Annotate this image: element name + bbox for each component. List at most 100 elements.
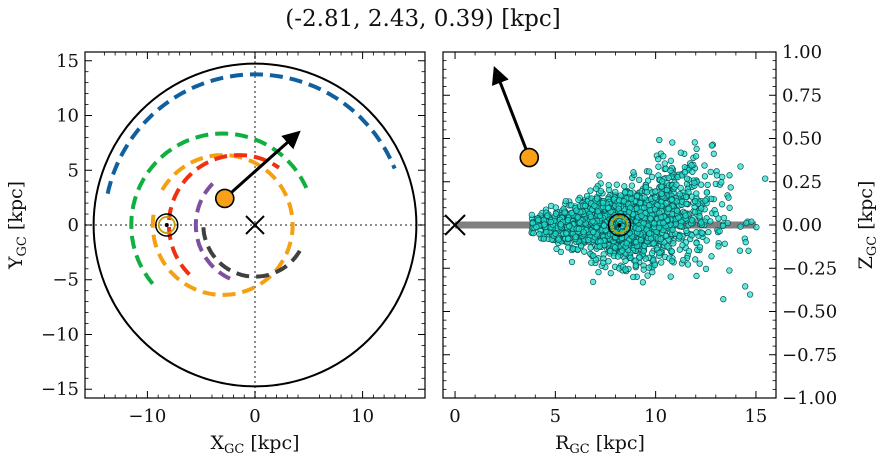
scatter-point: [677, 149, 684, 156]
scatter-point: [658, 183, 665, 190]
scatter-point: [681, 169, 689, 176]
scatter-point: [701, 173, 709, 180]
scatter-point: [581, 248, 588, 255]
scatter-point: [591, 202, 598, 209]
rz-ytick-label: 0.00: [782, 215, 822, 236]
scatter-point: [680, 256, 687, 264]
scatter-point: [716, 227, 723, 235]
scatter-point: [736, 247, 744, 254]
scatter-point: [726, 204, 733, 211]
scatter-point: [553, 245, 560, 253]
scatter-point: [702, 197, 709, 204]
scatter-point: [683, 227, 690, 234]
sun-outer-ring: [155, 213, 179, 237]
scatter-point: [726, 172, 733, 179]
rz-ytick-label: −1.00: [782, 388, 837, 409]
scatter-point: [644, 272, 651, 279]
scatter-point: [561, 209, 568, 216]
scatter-point: [669, 139, 676, 146]
sun-inner-ring: [610, 216, 629, 234]
scatter-point: [656, 249, 663, 257]
scatter-point: [621, 189, 629, 196]
scatter-point: [708, 142, 716, 149]
scatter-point: [677, 184, 684, 192]
scatter-point: [656, 136, 663, 144]
scatter-point: [675, 214, 682, 221]
scatter-point: [593, 195, 601, 202]
scatter-point: [718, 201, 726, 208]
scatter-point: [663, 200, 670, 207]
scatter-point: [748, 218, 755, 225]
scatter-point: [727, 184, 734, 191]
scatter-point: [593, 185, 600, 192]
scatter-point: [569, 245, 577, 252]
scatter-point: [667, 273, 674, 280]
scatter-point: [636, 199, 644, 207]
scatter-point: [582, 202, 589, 210]
scatter-point: [628, 195, 635, 203]
xy-plot-area: [85, 52, 425, 398]
scatter-point: [578, 243, 585, 250]
scatter-point: [698, 219, 705, 226]
scatter-point: [562, 197, 569, 205]
scatter-point: [639, 279, 647, 286]
scatter-point: [607, 248, 614, 255]
scatter-point: [725, 194, 732, 201]
rz-ytick-label: 0.25: [782, 172, 822, 193]
scatter-point: [688, 217, 696, 224]
scatter-point: [642, 183, 650, 191]
scatter-point: [719, 173, 726, 181]
galaxy-boundary-circle: [92, 62, 418, 388]
scatter-point: [692, 153, 700, 160]
scatter-point: [547, 218, 554, 226]
scatter-point: [651, 206, 659, 213]
rz-xtick-label: 0: [449, 406, 460, 427]
scatter-point: [622, 257, 629, 264]
rz-ticks: 0 5 10 15 −1.00 −0.75 −0.50 −0.25 0.00 0.25 0.50 0.…: [443, 42, 837, 427]
rz-xlabel: RGC [kpc]: [555, 432, 645, 457]
xy-ytick-label: −10: [41, 324, 79, 345]
scatter-point: [555, 236, 562, 243]
scatter-point: [668, 248, 675, 255]
scatter-point: [590, 228, 597, 236]
velocity-arrow: [223, 130, 301, 200]
rz-xtick-label: 10: [644, 406, 667, 427]
scatter-point: [641, 204, 648, 211]
scatter-point: [737, 223, 744, 230]
scatter-point: [660, 219, 667, 227]
scatter-point: [718, 179, 725, 186]
scatter-point: [703, 237, 710, 244]
scatter-point: [721, 240, 728, 247]
rz-ytick-label: −0.25: [782, 258, 837, 279]
scatter-point: [630, 273, 637, 281]
scatter-point: [566, 223, 573, 230]
figure-title: (-2.81, 2.43, 0.39) [kpc]: [285, 6, 560, 32]
scatter-point: [557, 248, 565, 256]
xy-xlabel: XGC [kpc]: [210, 432, 299, 457]
scatter-point: [640, 248, 647, 255]
xy-ylabel: YGC [kpc]: [5, 181, 30, 270]
scatter-point: [665, 174, 672, 181]
xy-xtick-label: 10: [351, 406, 374, 427]
scatter-point: [682, 212, 689, 219]
scatter-point: [677, 222, 684, 230]
xy-ytick-label: −15: [41, 379, 79, 400]
scatter-point: [679, 241, 686, 249]
scatter-point: [745, 247, 752, 254]
scatter-point: [627, 254, 634, 261]
scatter-point: [572, 233, 579, 241]
scatter-point: [612, 188, 619, 196]
sun-dot: [164, 223, 169, 227]
scatter-point: [536, 230, 543, 238]
scatter-point: [660, 153, 667, 160]
spiral-arm-orange: [150, 153, 295, 297]
scatter-point: [587, 244, 594, 251]
scatter-point: [563, 230, 570, 237]
scatter-point: [576, 219, 584, 226]
scatter-point: [707, 218, 714, 225]
scatter-point: [719, 222, 727, 230]
xy-xtick-label: 0: [249, 406, 260, 427]
scatter-point: [688, 232, 695, 239]
scatter-point: [652, 188, 659, 195]
